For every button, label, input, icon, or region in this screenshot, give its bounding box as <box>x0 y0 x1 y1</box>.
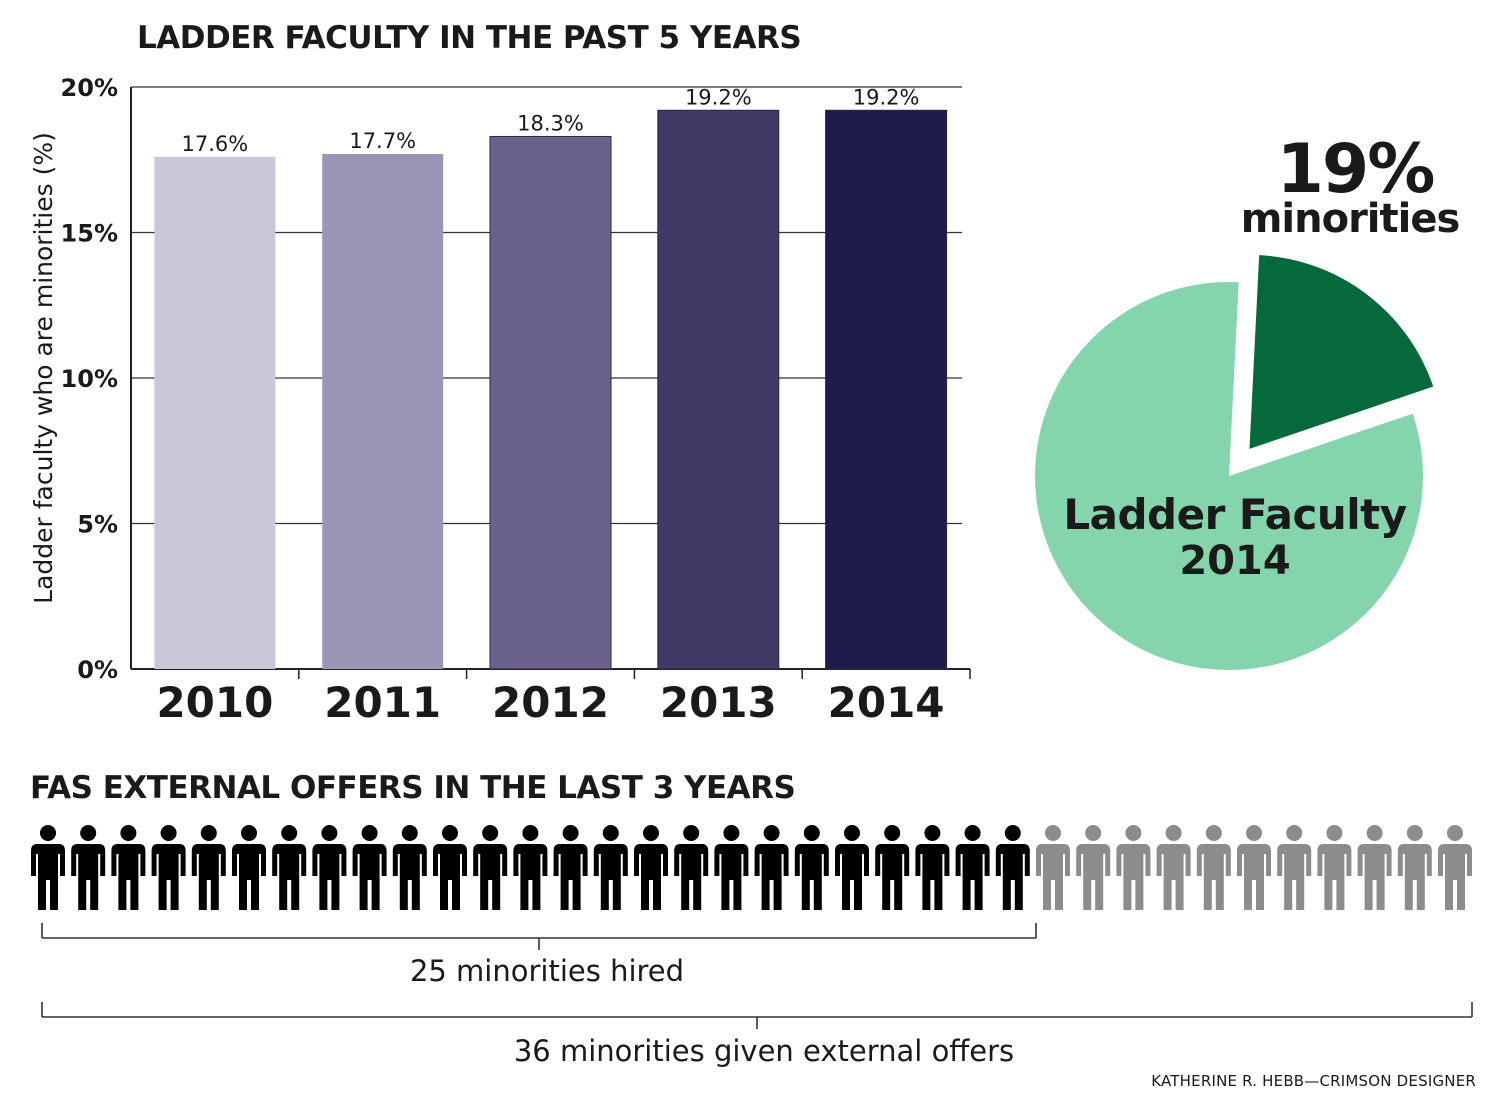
person-icon <box>31 825 65 910</box>
person-icon <box>955 825 990 910</box>
designer-credit: KATHERINE R. HEBB—CRIMSON DESIGNER <box>1151 1072 1476 1090</box>
x-tick-label: 2013 <box>660 678 777 727</box>
bar <box>657 109 780 670</box>
y-axis-label: Ladder faculty who are minorities (%) <box>29 132 58 604</box>
y-tick-label: 0% <box>77 656 118 684</box>
person-icon <box>1317 825 1352 910</box>
bar <box>825 109 948 670</box>
x-tick-label: 2012 <box>492 678 609 727</box>
person-icon <box>392 825 427 910</box>
person-icon <box>71 825 106 910</box>
bar-data-label: 17.7% <box>349 129 416 153</box>
person-icon <box>1357 825 1392 910</box>
person-icon <box>794 825 829 910</box>
y-tick-label: 15% <box>61 220 118 248</box>
bar <box>489 135 612 670</box>
person-icon <box>191 825 226 910</box>
person-icon <box>674 825 709 910</box>
bar-data-label: 19.2% <box>853 85 920 109</box>
person-icon <box>272 825 307 910</box>
person-icon <box>553 825 588 910</box>
y-tick-label: 20% <box>61 74 118 102</box>
pie-center-label: Ladder Faculty <box>1063 490 1407 539</box>
person-icon <box>151 825 186 910</box>
person-icon <box>1277 825 1312 910</box>
person-icon <box>1076 825 1111 910</box>
bar-data-label: 18.3% <box>517 111 584 135</box>
pie-callout-value: 19% <box>1276 130 1436 209</box>
person-icon <box>1116 825 1151 910</box>
bar-data-label: 17.6% <box>182 132 249 156</box>
person-icon <box>875 825 910 910</box>
person-icon <box>473 825 508 910</box>
pie-slice <box>1035 282 1424 670</box>
person-icon <box>232 825 266 910</box>
pie-callout-label: minorities <box>1240 196 1461 242</box>
person-icon <box>835 825 869 910</box>
bar <box>322 153 444 669</box>
y-tick-label: 10% <box>61 365 118 393</box>
hired-bracket <box>41 923 1037 950</box>
bar-data-label: 19.2% <box>685 85 752 109</box>
bar-chart: 0% 5% 10% 15% 20% Ladder faculty who are mino… <box>29 74 971 727</box>
person-icon <box>1196 825 1231 910</box>
pictogram-title: FAS EXTERNAL OFFERS IN THE LAST 3 YEARS <box>30 770 796 806</box>
person-icon <box>312 825 347 910</box>
person-icon <box>593 825 628 910</box>
bar <box>154 156 276 670</box>
person-icon <box>1156 825 1191 910</box>
person-icon <box>1397 825 1432 910</box>
person-icon <box>111 825 146 910</box>
x-tick-label: 2010 <box>156 678 273 727</box>
person-icon <box>714 825 749 910</box>
person-icon <box>995 825 1030 910</box>
pie-slice <box>1249 255 1434 449</box>
hired-bracket-label: 25 minorities hired <box>409 954 685 988</box>
x-tick-label: 2011 <box>324 678 441 727</box>
offers-bracket <box>41 1002 1473 1029</box>
bar-chart-title: LADDER FACULTY IN THE PAST 5 YEARS <box>137 20 802 56</box>
person-icon <box>352 825 387 910</box>
person-icon <box>1438 825 1472 910</box>
person-icon <box>634 825 668 910</box>
pie-center-sublabel: 2014 <box>1179 538 1291 584</box>
person-icon <box>754 825 789 910</box>
y-tick-label: 5% <box>77 511 118 539</box>
person-icon <box>513 825 548 910</box>
person-icon <box>1036 825 1070 910</box>
offers-bracket-label: 36 minorities given external offers <box>513 1034 1015 1068</box>
person-icon <box>433 825 467 910</box>
person-icon <box>1237 825 1271 910</box>
person-icon <box>915 825 950 910</box>
x-tick-label: 2014 <box>828 678 945 727</box>
pie-chart <box>1035 255 1434 670</box>
